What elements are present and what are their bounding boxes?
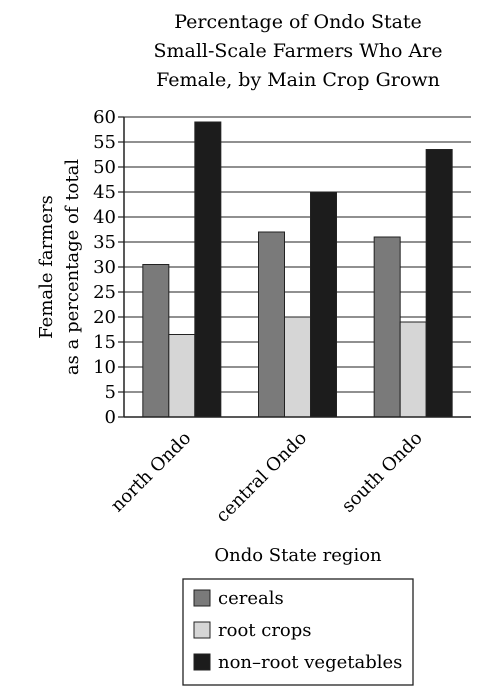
legend-label: cereals <box>218 588 284 609</box>
y-axis-label-line-1: Female farmers <box>36 195 57 339</box>
bars <box>142 121 453 418</box>
x-category-labels: north Ondo central Ondo south Ondo <box>107 428 427 527</box>
y-tick-label: 30 <box>93 257 116 278</box>
y-tick-label: 20 <box>93 307 116 328</box>
y-tick-label: 5 <box>105 382 116 403</box>
y-axis-label-line-2: as a percentage of total <box>62 159 83 375</box>
y-tick-label: 45 <box>93 182 116 203</box>
y-axis-label: Female farmers as a percentage of total <box>36 159 83 375</box>
bar <box>373 236 401 418</box>
bar <box>425 149 453 418</box>
legend-swatch <box>193 653 211 671</box>
bar <box>258 231 285 418</box>
legend-frame <box>182 578 414 686</box>
bar <box>194 121 222 418</box>
chart-title-line-1: Percentage of Ondo State <box>174 11 422 33</box>
x-category-label: south Ondo <box>338 428 427 517</box>
y-tick-label: 55 <box>93 132 116 153</box>
chart-title: Percentage of Ondo State Small-Scale Far… <box>153 11 442 91</box>
bar <box>142 264 170 418</box>
bar <box>168 334 196 418</box>
legend-swatch <box>193 621 211 639</box>
y-tick-label: 0 <box>105 407 116 428</box>
y-tick-label: 25 <box>93 282 116 303</box>
y-tick-label: 15 <box>93 332 116 353</box>
chart-title-line-3: Female, by Main Crop Grown <box>156 69 440 91</box>
chart-title-line-2: Small-Scale Farmers Who Are <box>153 40 442 62</box>
x-category-label: central Ondo <box>212 428 311 527</box>
y-tick-label: 40 <box>93 207 116 228</box>
y-tick-label: 50 <box>93 157 116 178</box>
y-tick-label: 60 <box>93 107 116 128</box>
legend: cereals root crops non–root vegetables <box>182 578 414 686</box>
legend-label: root crops <box>218 620 312 641</box>
y-tick-label: 10 <box>93 357 116 378</box>
bar <box>284 316 311 418</box>
x-category-label: north Ondo <box>107 428 196 517</box>
x-axis-label: Ondo State region <box>214 545 382 566</box>
y-tick-labels: 0 5 10 15 20 25 30 35 40 45 50 55 60 <box>93 107 116 428</box>
legend-label: non–root vegetables <box>218 652 402 673</box>
bar <box>399 321 427 418</box>
bar <box>310 191 337 418</box>
y-tick-label: 35 <box>93 232 116 253</box>
axes <box>118 116 471 418</box>
legend-swatch <box>193 589 211 607</box>
